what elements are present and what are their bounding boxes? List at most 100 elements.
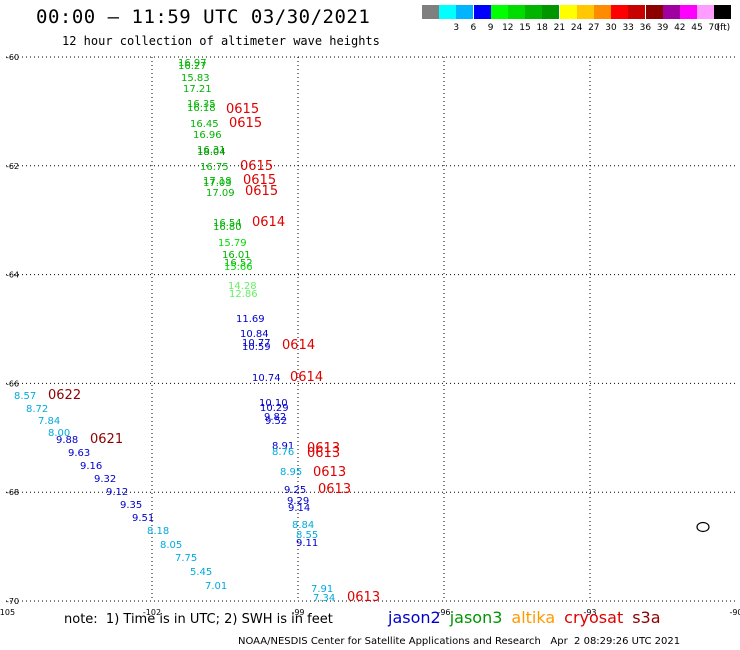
scale-tick-label: 70 — [708, 23, 720, 33]
scale-swatch — [662, 5, 680, 19]
swh-value: 9.25 — [284, 485, 306, 496]
scale-tick-label: 39 — [656, 23, 669, 33]
lat-tick-label: -66 — [6, 379, 19, 388]
pass-time-label: 0613 — [318, 482, 351, 497]
swh-value: 9.16 — [80, 461, 102, 472]
pass-time-label: 0613 — [307, 441, 340, 456]
scale-tick-label: 12 — [502, 23, 514, 33]
legend-entry-cryosat: cryosat — [564, 608, 624, 627]
pass-time-label: 0615 — [243, 173, 276, 188]
pass-time-label: 0614 — [252, 215, 285, 230]
scale-swatch — [611, 5, 629, 19]
lon-tick-label: -96 — [437, 608, 450, 617]
pass-time-label: 0614 — [290, 370, 323, 385]
swh-value: 11.69 — [236, 314, 265, 325]
swh-value: 8.72 — [26, 404, 48, 415]
swh-value: 16.01 — [222, 250, 251, 261]
swh-value: 8.57 — [14, 391, 36, 402]
swh-value: 16.80 — [213, 222, 242, 233]
scale-unit-label: (ft) — [716, 23, 731, 33]
swh-value: 10.10 — [259, 398, 288, 409]
scale-swatch — [422, 5, 439, 19]
swh-value: 10.84 — [240, 329, 269, 340]
lon-tick-label: -99 — [291, 608, 304, 617]
legend-entry-jason3: jason3 — [449, 608, 503, 627]
footnote: note: 1) Time is in UTC; 2) SWH is in fe… — [64, 612, 333, 627]
lat-tick-label: -62 — [6, 162, 19, 171]
lon-tick-label: -105 — [0, 608, 15, 617]
swh-value: 9.12 — [106, 487, 128, 498]
swh-value: 16.31 — [197, 145, 226, 156]
swh-value: 16.35 — [187, 99, 216, 110]
scale-swatch — [594, 5, 611, 19]
swh-value: 14.28 — [228, 281, 257, 292]
scale-tick-label: 3 — [453, 23, 460, 33]
scale-swatch — [645, 5, 663, 19]
swh-value: 8.18 — [147, 526, 169, 537]
lon-tick-label: -102 — [143, 608, 161, 617]
scale-swatch — [697, 5, 715, 19]
pass-time-label: 0613 — [313, 465, 346, 480]
swh-value: 9.63 — [68, 448, 90, 459]
pass-time-label: 0615 — [245, 184, 278, 199]
swh-value: 17.18 — [203, 176, 232, 187]
swh-value: 7.91 — [311, 584, 333, 595]
legend-entry-jason2: jason2 — [388, 608, 441, 627]
swh-value: 9.11 — [296, 538, 318, 549]
lat-tick-label: -68 — [6, 488, 19, 497]
scale-swatch — [508, 5, 525, 19]
scale-swatch — [439, 5, 457, 19]
swh-value: 16.18 — [187, 103, 216, 114]
scale-tick-label: 33 — [622, 23, 634, 33]
scale-tick-label: 42 — [674, 23, 686, 33]
legend-entry-s3a: s3a — [632, 608, 661, 627]
scale-tick-label: 30 — [605, 23, 617, 33]
swh-value: 8.84 — [292, 520, 314, 531]
swh-value: 9.88 — [56, 435, 78, 446]
swh-value: 17.09 — [206, 188, 235, 199]
swh-value: 17.03 — [203, 178, 232, 189]
lon-tick-label: -90 — [729, 608, 740, 617]
scale-tick-label: 21 — [553, 23, 566, 33]
swh-value: 9.82 — [264, 412, 286, 423]
map-subtitle: 12 hour collection of altimeter wave hei… — [62, 34, 380, 48]
satellite-legend: jason2 jason3 altika cryosat s3a — [388, 608, 670, 627]
swh-value: 16.27 — [178, 61, 207, 72]
scale-tick-label: 18 — [536, 23, 548, 33]
swh-value: 7.75 — [175, 553, 197, 564]
pass-time-label: 0615 — [240, 159, 273, 174]
lat-tick-label: -64 — [6, 271, 19, 280]
scale-tick-label: 9 — [487, 23, 494, 33]
scale-swatch — [456, 5, 474, 19]
pass-time-label: 0613 — [347, 590, 380, 605]
scale-swatch — [559, 5, 577, 19]
credit-line: NOAA/NESDIS Center for Satellite Applica… — [238, 636, 681, 647]
swh-value: 15.79 — [218, 238, 247, 249]
swh-value: 12.86 — [229, 289, 258, 300]
swh-value: 16.75 — [200, 162, 229, 173]
swh-value: 8.55 — [296, 530, 318, 541]
scale-swatch — [490, 5, 508, 19]
swh-value: 10.29 — [260, 403, 289, 414]
scale-tick-label: 15 — [519, 23, 531, 33]
scale-swatch — [628, 5, 646, 19]
legend-entry-altika: altika — [511, 608, 556, 627]
swh-value: 9.32 — [94, 474, 116, 485]
pass-time-label: 0621 — [90, 432, 123, 447]
scale-swatch — [525, 5, 543, 19]
swh-value: 15.66 — [224, 262, 253, 273]
pass-time-label: 0614 — [282, 338, 315, 353]
scale-tick-label: 24 — [570, 23, 583, 33]
scale-swatch — [542, 5, 560, 19]
lat-tick-label: -60 — [6, 53, 19, 62]
scale-swatch — [680, 5, 697, 19]
swh-value: 16.54 — [213, 218, 242, 229]
pass-time-label: 0615 — [229, 116, 262, 131]
swh-value: 16.96 — [193, 130, 222, 141]
swh-value: 7.01 — [205, 581, 227, 592]
swh-value: 5.45 — [190, 567, 212, 578]
swh-value: 16.52 — [224, 258, 253, 269]
swh-value: 8.95 — [280, 467, 302, 478]
swh-value: 8.91 — [272, 441, 294, 452]
scale-swatch — [714, 5, 732, 19]
